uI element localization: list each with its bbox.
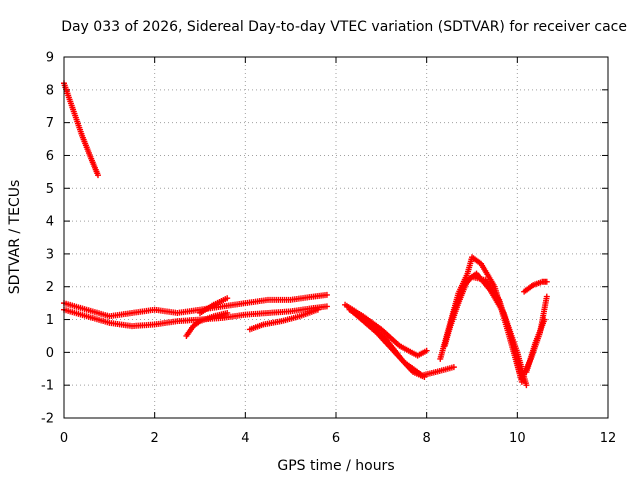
grid	[64, 57, 608, 418]
data-point	[421, 373, 428, 380]
data-point	[323, 291, 330, 298]
series-late-recovery	[518, 293, 550, 382]
y-tick-label: 3	[46, 247, 54, 262]
data-point	[543, 293, 550, 300]
x-tick-label: 2	[151, 431, 159, 446]
data-point	[95, 172, 101, 179]
y-tick-label: 1	[46, 313, 54, 328]
series-rise-b	[441, 273, 523, 376]
data-point	[314, 306, 321, 313]
y-tick-label: 5	[46, 182, 54, 197]
data-point	[523, 382, 530, 389]
y-axis-label: SDTVAR / TECUs	[7, 180, 23, 295]
data-point	[224, 309, 231, 316]
series-rise-c	[446, 270, 530, 389]
series-late-plateau	[521, 278, 550, 295]
y-tick-label: 0	[46, 346, 54, 361]
y-tick-label: 7	[46, 116, 54, 131]
y-tick-label: 2	[46, 280, 54, 295]
plot-frame	[63, 56, 609, 419]
x-tick-label: 10	[509, 431, 526, 446]
y-tick-label: 4	[46, 215, 54, 230]
series-band-dip-b	[246, 306, 321, 333]
series-morning-decline-c	[351, 309, 428, 380]
y-tick-label: -1	[41, 379, 54, 394]
data-point	[323, 303, 330, 310]
series-band-lower	[61, 303, 330, 330]
x-axis-label: GPS time / hours	[277, 458, 394, 474]
series-band-upper	[61, 291, 330, 320]
data-point	[423, 347, 430, 354]
data-point	[224, 295, 231, 302]
y-tick-label: 9	[46, 51, 54, 66]
x-tick-label: 12	[600, 431, 617, 446]
series-band-dip-a	[183, 309, 231, 339]
data-points	[61, 80, 550, 389]
series-band-peak	[197, 295, 231, 316]
series-morning-decline-b	[346, 306, 457, 379]
x-tick-label: 6	[332, 431, 340, 446]
y-tick-label: -2	[41, 412, 54, 427]
x-tick-label: 0	[60, 431, 68, 446]
data-point	[450, 364, 457, 371]
chart-title: Day 033 of 2026, Sidereal Day-to-day VTE…	[61, 19, 627, 35]
series-early-decline	[61, 80, 101, 179]
y-tick-label: 6	[46, 149, 54, 164]
y-tick-label: 8	[46, 83, 54, 98]
series-late-recovery-b	[523, 316, 548, 376]
x-tick-label: 4	[241, 431, 249, 446]
x-tick-label: 8	[423, 431, 431, 446]
data-point	[541, 316, 548, 323]
data-point	[543, 278, 550, 285]
